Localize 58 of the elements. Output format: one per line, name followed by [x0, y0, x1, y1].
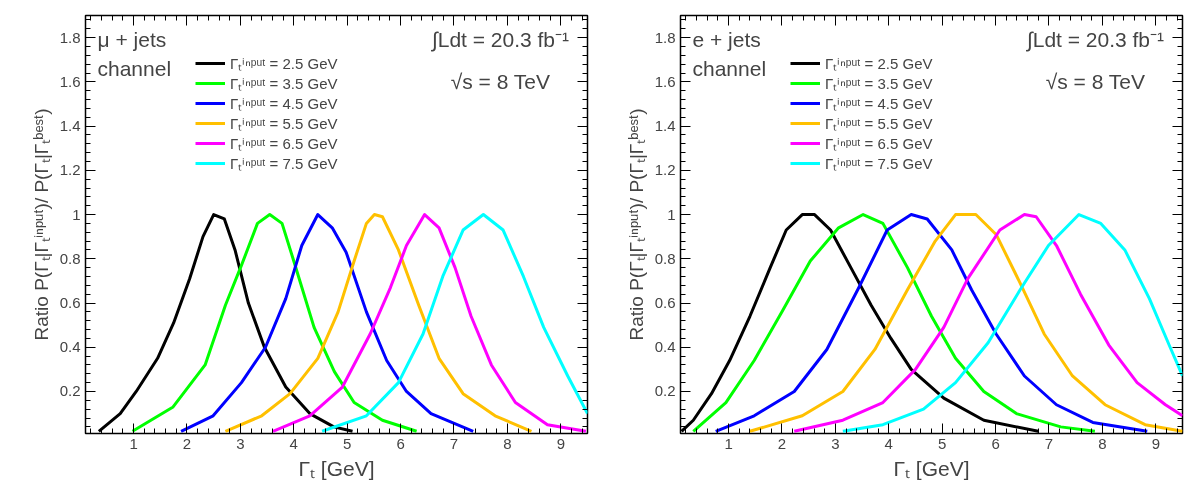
legend-label: Γₜⁱⁿᵖᵘᵗ = 2.5 GeV — [230, 54, 338, 73]
y-tick-label: 1 — [72, 205, 81, 223]
y-tick-label: 1.6 — [654, 72, 676, 90]
x-tick-label: 5 — [343, 434, 352, 452]
legend-label: Γₜⁱⁿᵖᵘᵗ = 3.5 GeV — [230, 74, 338, 93]
y-tick-label: 1.2 — [654, 161, 676, 179]
y-tick-label: 0.6 — [59, 294, 81, 312]
x-tick-label: 2 — [182, 434, 192, 452]
y-tick-label: 1 — [667, 205, 676, 223]
x-tick-label: 9 — [1151, 434, 1160, 452]
annotation: √s = 8 TeV — [1045, 69, 1145, 93]
x-tick-label: 1 — [724, 434, 733, 452]
x-tick-label: 4 — [884, 434, 893, 452]
y-tick-label: 1.2 — [59, 161, 81, 179]
x-tick-label: 6 — [396, 434, 405, 452]
y-tick-label: 1.8 — [59, 28, 81, 46]
x-tick-label: 5 — [938, 434, 947, 452]
annotation: e + jets channel — [692, 27, 767, 81]
y-tick-label: 0.4 — [59, 338, 81, 356]
legend-label: Γₜⁱⁿᵖᵘᵗ = 7.5 GeV — [825, 154, 933, 173]
annotation: √s = 8 TeV — [450, 69, 550, 93]
y-tick-label: 1.4 — [654, 117, 676, 135]
annotation: ∫Ldt = 20.3 fb⁻¹ — [1025, 27, 1165, 52]
x-tick-label: 3 — [236, 434, 245, 452]
legend-label: Γₜⁱⁿᵖᵘᵗ = 7.5 GeV — [230, 154, 338, 173]
x-tick-label: 7 — [1044, 434, 1054, 452]
y-tick-label: 1.4 — [59, 117, 81, 135]
x-tick-label: 3 — [831, 434, 840, 452]
x-axis-title: Γₜ [GeV] — [893, 456, 970, 480]
legend-label: Γₜⁱⁿᵖᵘᵗ = 5.5 GeV — [230, 114, 338, 133]
x-tick-label: 7 — [449, 434, 459, 452]
x-tick-label: 9 — [556, 434, 565, 452]
y-tick-label: 0.8 — [59, 249, 81, 267]
annotation: μ + jets channel — [97, 27, 172, 81]
y-tick-label: 0.2 — [654, 382, 676, 400]
y-tick-label: 0.8 — [654, 249, 676, 267]
y-tick-label: 0.4 — [654, 338, 676, 356]
legend-label: Γₜⁱⁿᵖᵘᵗ = 2.5 GeV — [825, 54, 933, 73]
y-tick-label: 1.6 — [59, 72, 81, 90]
x-tick-label: 1 — [129, 434, 138, 452]
legend-label: Γₜⁱⁿᵖᵘᵗ = 5.5 GeV — [825, 114, 933, 133]
x-tick-label: 8 — [1098, 434, 1107, 452]
x-axis-title: Γₜ [GeV] — [298, 456, 375, 480]
x-tick-label: 6 — [991, 434, 1000, 452]
x-tick-label: 4 — [289, 434, 298, 452]
legend-label: Γₜⁱⁿᵖᵘᵗ = 4.5 GeV — [230, 94, 338, 113]
legend-label: Γₜⁱⁿᵖᵘᵗ = 6.5 GeV — [230, 134, 338, 153]
x-tick-label: 8 — [503, 434, 512, 452]
y-tick-label: 1.8 — [654, 28, 676, 46]
x-tick-label: 2 — [777, 434, 787, 452]
annotation: ∫Ldt = 20.3 fb⁻¹ — [430, 27, 570, 52]
legend-label: Γₜⁱⁿᵖᵘᵗ = 3.5 GeV — [825, 74, 933, 93]
legend-label: Γₜⁱⁿᵖᵘᵗ = 4.5 GeV — [825, 94, 933, 113]
y-tick-label: 0.6 — [654, 294, 676, 312]
legend-label: Γₜⁱⁿᵖᵘᵗ = 6.5 GeV — [825, 134, 933, 153]
y-axis-title: Ratio P(Γₜ|Γₜⁱⁿᵖᵘᵗ)/ P(Γₜ|Γₜᵇᵉˢᵗ) — [30, 108, 52, 341]
y-tick-label: 0.2 — [59, 382, 81, 400]
y-axis-title: Ratio P(Γₜ|Γₜⁱⁿᵖᵘᵗ)/ P(Γₜ|Γₜᵇᵉˢᵗ) — [625, 108, 647, 341]
